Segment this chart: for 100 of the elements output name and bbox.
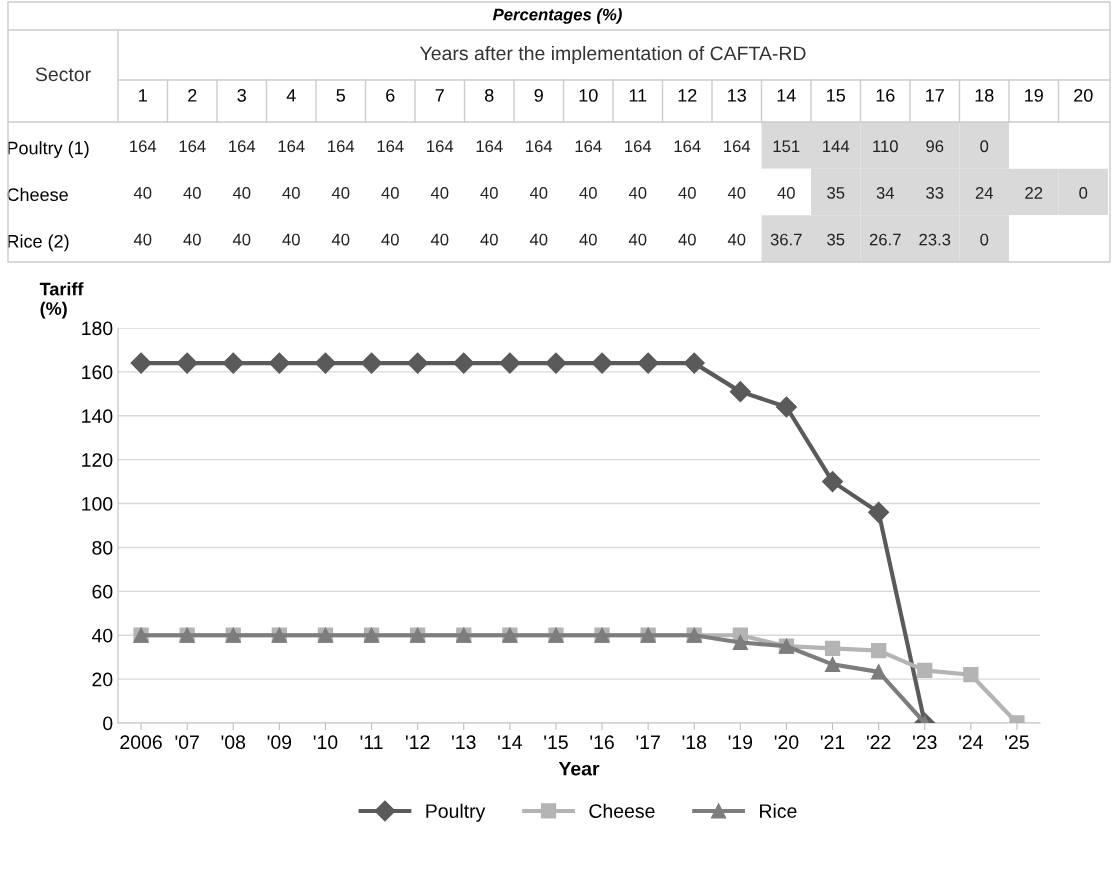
y-tick-label: 80 (92, 540, 113, 555)
x-tick-label: '18 (682, 735, 707, 750)
data-label: 40 (628, 187, 647, 199)
x-tick-label: 13 (728, 88, 746, 102)
point (732, 634, 748, 651)
point (453, 352, 475, 374)
data-label: 40 (282, 187, 300, 199)
data-label: 36.7 (770, 233, 802, 246)
legend-label: Rice (760, 803, 797, 818)
x-tick-label: 19 (1025, 88, 1043, 102)
y-tick-label: Poultry (1) (7, 141, 89, 158)
data-label: 164 (526, 140, 553, 153)
data-label: 40 (183, 187, 201, 199)
data-label: 40 (133, 187, 152, 199)
data-label: 40 (727, 233, 746, 246)
point (314, 352, 336, 374)
data-label: 40 (678, 233, 696, 246)
data-label: 26.7 (869, 233, 901, 246)
data-label: 40 (480, 187, 498, 199)
x-tick-label: '25 (1005, 735, 1029, 750)
x-tick-label: '17 (636, 735, 660, 749)
point (871, 664, 887, 680)
data-label: 40 (381, 233, 399, 246)
point (917, 662, 933, 678)
data-label: 164 (724, 140, 751, 153)
data-label: 0 (980, 233, 989, 246)
data-label: 0 (980, 140, 989, 153)
y-tick-label: 140 (82, 409, 113, 424)
point (729, 381, 751, 403)
y-tick-label: 0 (103, 716, 113, 731)
y-axis-title: Tariff (%) (39, 282, 84, 319)
data-label: 164 (377, 140, 404, 153)
point (361, 352, 383, 374)
y-tick-label: Cheese (7, 187, 68, 202)
data-label: 164 (179, 140, 206, 153)
x-tick-label: 17 (926, 89, 944, 102)
data-label: 33 (926, 187, 944, 199)
data-label: 22 (1025, 187, 1043, 199)
chart-title: Percentages (%) (492, 8, 622, 24)
data-label: 40 (331, 233, 350, 246)
point (222, 352, 244, 374)
x-tick-label: 8 (485, 88, 494, 102)
x-tick-label: '10 (313, 735, 338, 750)
data-label: 40 (628, 233, 647, 246)
x-tick-label: 12 (678, 88, 697, 102)
x-tick-label: '12 (405, 735, 430, 749)
point (499, 352, 521, 374)
x-tick-label: 18 (975, 88, 994, 102)
x-tick-label: 4 (286, 89, 296, 102)
data-label: 40 (430, 187, 449, 199)
data-label: 40 (430, 233, 449, 246)
x-tick-label: 2 (188, 88, 197, 102)
data-label: 164 (130, 140, 157, 153)
data-label: 40 (331, 187, 350, 199)
point (407, 352, 429, 374)
point (868, 501, 890, 523)
x-tick-label: '23 (913, 735, 937, 750)
data-label: 144 (823, 140, 850, 152)
x-tick-label: 11 (629, 89, 647, 102)
x-tick-label: '24 (959, 735, 983, 749)
data-label: 40 (232, 233, 251, 246)
x-axis-title: Years after the implementation of CAFTA-RD (419, 45, 806, 65)
data-label: 40 (777, 187, 795, 199)
x-tick-label: 16 (876, 88, 895, 102)
data-label: 110 (873, 140, 898, 153)
x-tick-label: 10 (579, 88, 598, 102)
data-label: 164 (427, 140, 454, 153)
data-label: 40 (579, 233, 597, 246)
point (545, 352, 567, 374)
point (871, 642, 887, 659)
data-label: 40 (529, 233, 548, 246)
point (176, 352, 198, 374)
data-label: 164 (476, 140, 503, 153)
x-tick-label: 6 (386, 88, 395, 102)
x-tick-label: '07 (175, 735, 199, 750)
x-tick-label: '16 (590, 735, 614, 750)
point (963, 667, 979, 683)
data-label: 164 (229, 140, 256, 153)
data-label: 40 (579, 187, 597, 199)
data-label: 164 (575, 140, 602, 153)
legend-label: Cheese (589, 803, 655, 818)
x-tick-label: '19 (728, 735, 753, 750)
x-tick-label: 14 (777, 89, 796, 102)
data-label: 96 (926, 140, 944, 153)
data-label: 40 (183, 233, 201, 246)
x-axis-title: Year (558, 761, 600, 776)
point (591, 352, 613, 374)
x-tick-label: 5 (336, 89, 346, 102)
y-tick-label: 180 (82, 321, 113, 336)
y-tick-label: 100 (82, 497, 113, 511)
data-label: 40 (480, 233, 498, 246)
data-label: 40 (678, 187, 696, 199)
point (822, 471, 844, 493)
point (824, 640, 841, 657)
data-label: 40 (381, 187, 399, 199)
data-label: 34 (876, 187, 895, 199)
point (268, 352, 290, 374)
x-tick-label: '08 (221, 735, 246, 750)
legend-label: Poultry (426, 803, 486, 822)
data-label: 151 (773, 140, 800, 153)
